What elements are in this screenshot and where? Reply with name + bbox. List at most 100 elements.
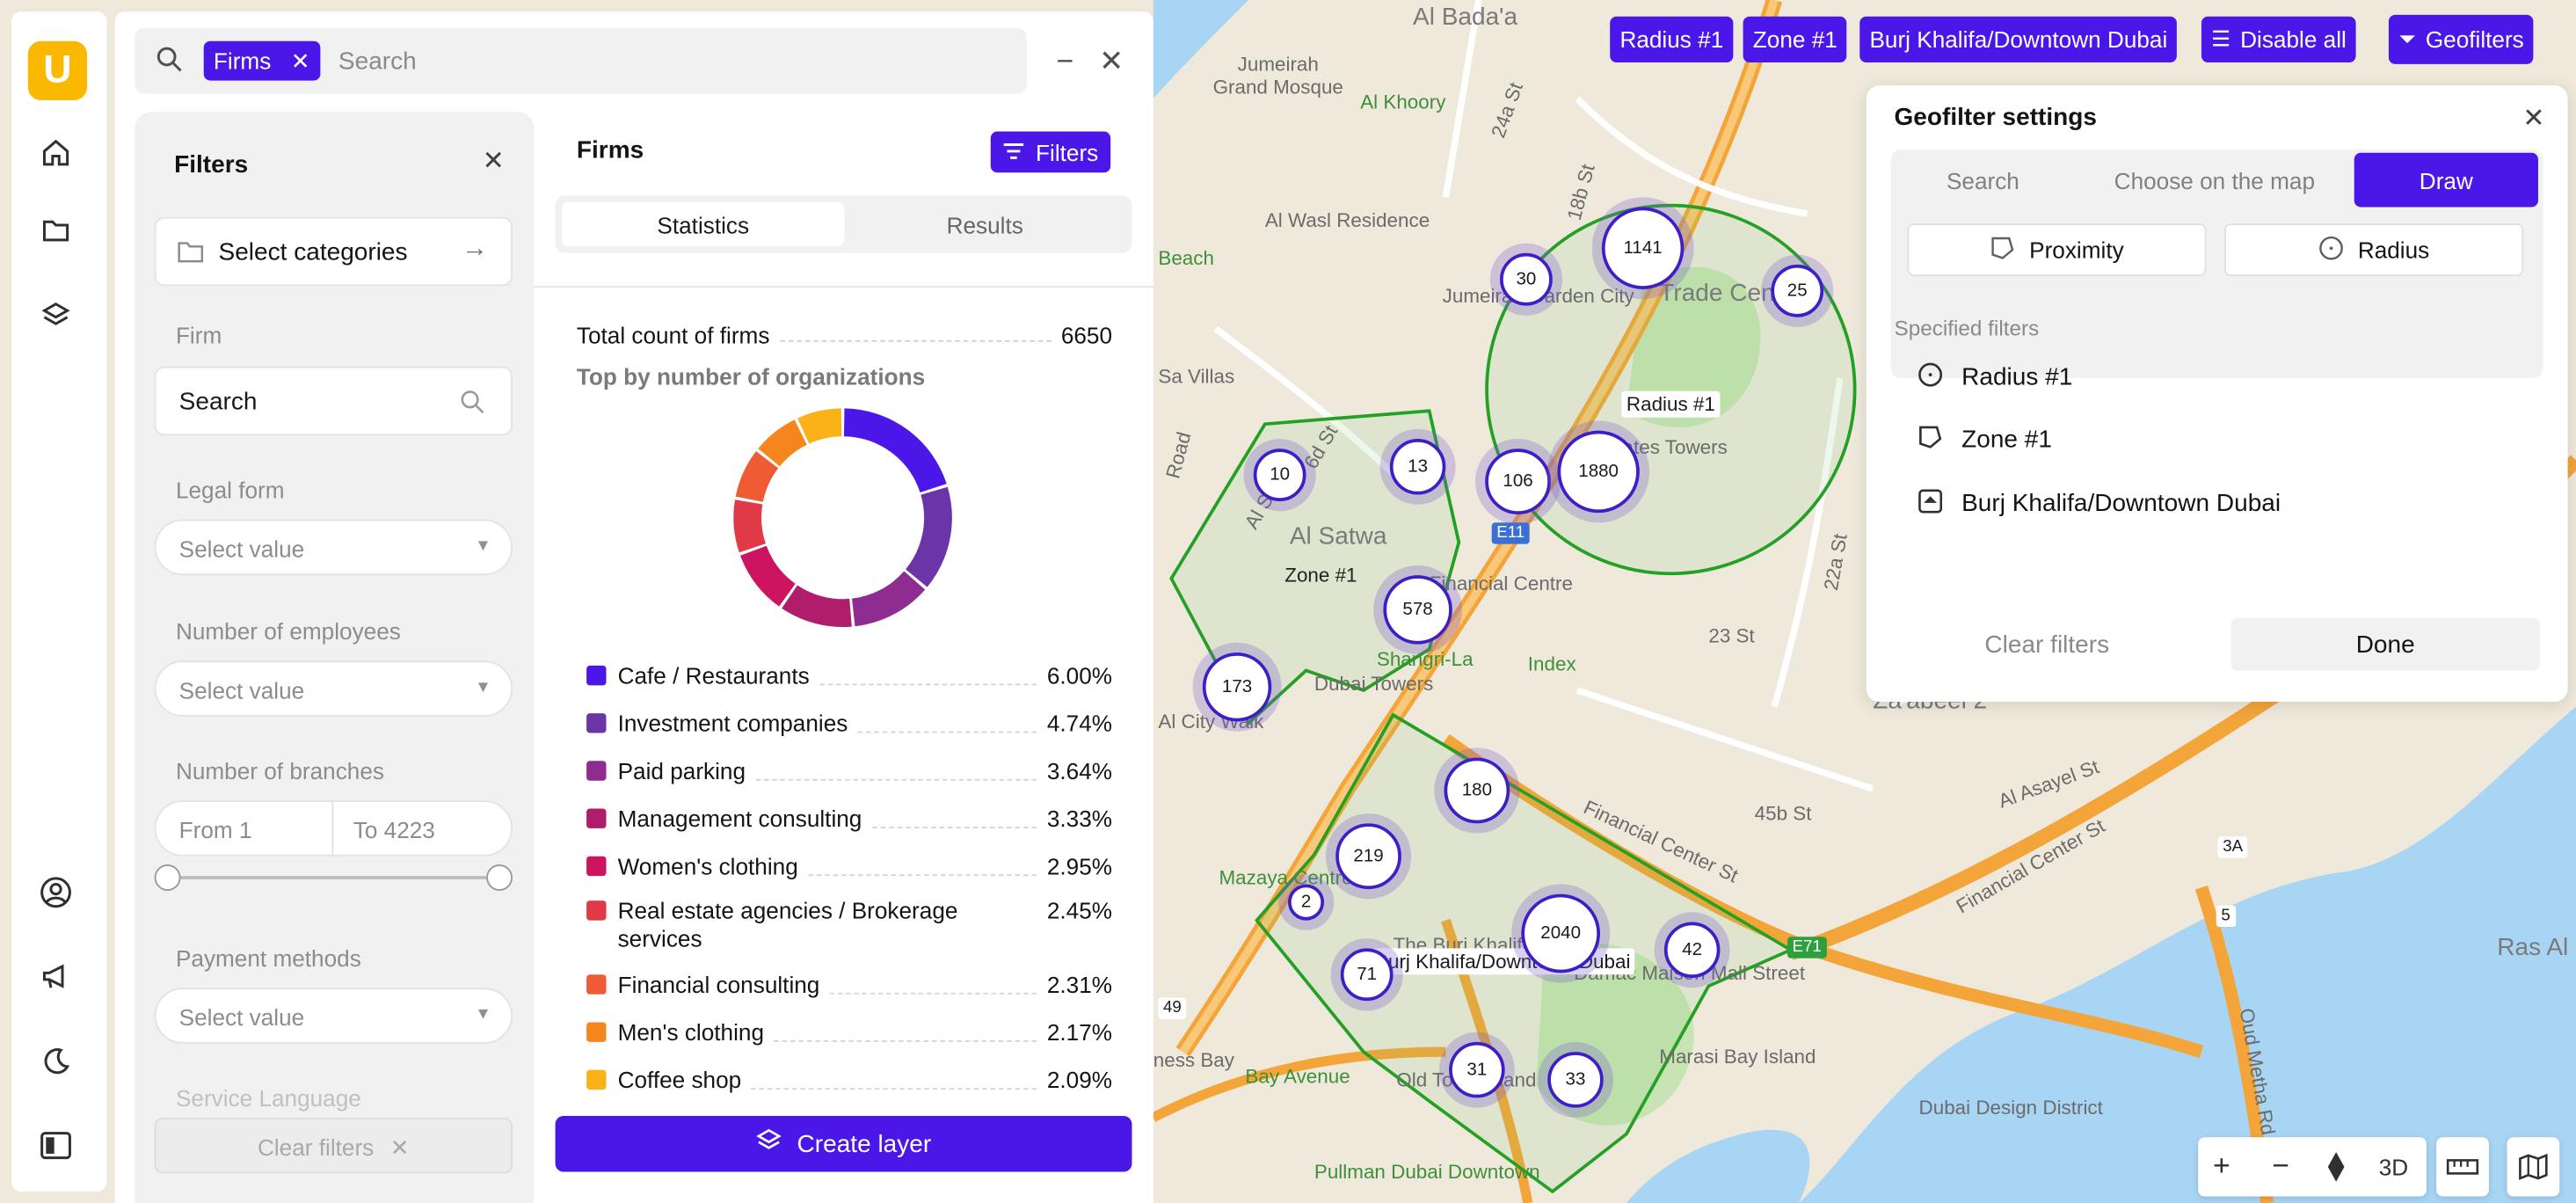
search-bar[interactable]: Firms ✕ Search	[135, 27, 1027, 94]
mode-choose-on-map[interactable]: Choose on the map	[2114, 166, 2316, 193]
map-label: Zone #1	[1284, 564, 1357, 587]
geofilter-modes: Search Choose on the map Draw Proximity …	[1890, 149, 2543, 378]
close-icon[interactable]: ✕	[482, 148, 505, 176]
close-icon[interactable]: ✕	[2522, 105, 2545, 134]
branches-from-input[interactable]: From 1	[178, 816, 252, 843]
proximity-button[interactable]: Proximity	[1907, 223, 2207, 276]
specified-filter-radius[interactable]: Radius #1	[1916, 361, 2072, 393]
donut-chart	[733, 408, 952, 627]
branches-to-input[interactable]: To 4223	[353, 816, 435, 843]
map-label: Sa Villas	[1158, 364, 1235, 389]
slider-handle-max[interactable]	[486, 864, 513, 891]
map-cluster[interactable]: 33	[1547, 1052, 1604, 1108]
total-count-value: 6650	[1060, 322, 1113, 349]
megaphone-icon[interactable]	[36, 957, 76, 996]
tab-results[interactable]: Results	[946, 211, 1023, 238]
map-cluster[interactable]: 30	[1500, 252, 1553, 306]
legend-value: 4.74%	[1046, 710, 1113, 737]
firms-title: Firms	[576, 136, 644, 164]
payment-select[interactable]: Select value ▼	[154, 988, 513, 1044]
filter-lines-icon	[1003, 139, 1026, 165]
mode-search[interactable]: Search	[1946, 166, 2019, 193]
map-label: Beach	[1158, 246, 1214, 270]
firm-search-input[interactable]: Search	[154, 366, 513, 436]
geofilter-chip-zone[interactable]: Zone #1	[1743, 16, 1848, 63]
ruler-icon[interactable]	[2436, 1137, 2489, 1197]
chevron-down-icon: ▼	[475, 1005, 491, 1024]
firms-chip[interactable]: Firms ✕	[203, 40, 320, 81]
map-cluster[interactable]: 10	[1253, 448, 1306, 502]
geofilter-clear-button[interactable]: Clear filters	[1984, 630, 2110, 659]
divider	[534, 286, 1153, 288]
employees-select[interactable]: Select value ▼	[154, 660, 513, 717]
moon-icon[interactable]	[36, 1042, 76, 1082]
geofilter-settings-panel: Geofilter settings ✕ Search Choose on th…	[1866, 85, 2568, 703]
donut-slice	[735, 451, 779, 503]
geofilter-chip-burj[interactable]: Burj Khalifa/Downtown Dubai	[1859, 16, 2178, 63]
branches-slider[interactable]	[167, 876, 497, 879]
radius-button[interactable]: Radius	[2224, 223, 2524, 276]
specified-filter-zone[interactable]: Zone #1	[1916, 424, 2052, 456]
disable-all-button[interactable]: ☰ Disable all	[2201, 16, 2357, 63]
map-view-icon[interactable]	[2507, 1137, 2560, 1197]
legend-leader	[774, 1040, 1037, 1042]
chip-label: Geofilters	[2425, 26, 2524, 53]
close-icon[interactable]: ✕	[1099, 44, 1124, 77]
map-cluster[interactable]: 1880	[1557, 430, 1640, 514]
map-cluster[interactable]: 2040	[1521, 893, 1601, 973]
donut-slice	[905, 486, 952, 587]
left-rail: U	[11, 11, 107, 1192]
map-cluster[interactable]: 578	[1383, 575, 1452, 645]
firm-search-placeholder: Search	[178, 388, 258, 416]
geofilter-done-button[interactable]: Done	[2230, 617, 2540, 671]
donut-slice	[851, 571, 926, 627]
minimize-icon[interactable]: −	[1056, 44, 1074, 77]
map-cluster[interactable]: 71	[1340, 948, 1394, 1002]
user-icon[interactable]	[36, 872, 76, 912]
zoom-in-icon[interactable]: +	[2213, 1148, 2230, 1182]
compass-icon[interactable]	[2326, 1150, 2346, 1192]
close-icon[interactable]: ✕	[290, 47, 310, 74]
map-label: ness Bay	[1153, 1048, 1234, 1072]
specified-filter-district[interactable]: Burj Khalifa/Downtown Dubai	[1916, 488, 2281, 520]
map-cluster[interactable]: 25	[1771, 264, 1824, 317]
legend-leader	[808, 874, 1037, 877]
map-label: Al Wasl Residence	[1264, 208, 1430, 232]
map-cluster[interactable]: 2	[1287, 884, 1325, 921]
chip-label: Zone #1	[1752, 26, 1837, 53]
map-cluster[interactable]: 173	[1202, 652, 1272, 722]
map-cluster[interactable]: 219	[1335, 823, 1401, 890]
folder-icon[interactable]	[36, 210, 76, 250]
view-3d-button[interactable]: 3D	[2378, 1153, 2409, 1180]
geofilter-chip-radius[interactable]: Radius #1	[1610, 16, 1734, 63]
mode-draw[interactable]: Draw	[2354, 152, 2538, 208]
create-layer-button[interactable]: Create layer	[555, 1115, 1132, 1172]
slider-handle-min[interactable]	[154, 864, 181, 891]
home-icon[interactable]	[36, 133, 76, 172]
legal-form-select[interactable]: Select value ▼	[154, 519, 513, 576]
geofilters-button[interactable]: ⏷ Geofilters	[2388, 14, 2534, 64]
legend-value: 2.45%	[1046, 897, 1113, 924]
search-input[interactable]: Search	[338, 47, 417, 76]
panel-toggle-icon[interactable]	[36, 1126, 76, 1165]
legend-swatch	[586, 808, 607, 828]
map-cluster[interactable]: 31	[1449, 1041, 1505, 1098]
filters-button[interactable]: Filters	[990, 131, 1111, 173]
road-shield: E11	[1491, 522, 1530, 544]
tab-statistics[interactable]: Statistics	[562, 201, 845, 247]
layers-icon[interactable]	[36, 295, 76, 335]
legend-leader	[829, 992, 1037, 995]
map-cluster[interactable]: 180	[1444, 757, 1510, 824]
select-categories-button[interactable]: Select categories →	[154, 216, 513, 287]
app-logo[interactable]: U	[27, 40, 88, 101]
zoom-out-icon[interactable]: −	[2272, 1148, 2289, 1182]
map-cluster[interactable]: 1141	[1601, 207, 1685, 289]
map-cluster[interactable]: 13	[1389, 438, 1446, 495]
clear-filters-button[interactable]: Clear filters ✕	[154, 1117, 513, 1174]
map-cluster[interactable]: 42	[1663, 922, 1721, 978]
legend-swatch	[586, 974, 607, 995]
legal-form-label: Legal form	[175, 476, 285, 503]
geofilter-map-label-zone: Burj Khalifa/Downtown Dubai	[1370, 948, 1636, 975]
map-label: Marasi Bay Island	[1659, 1045, 1816, 1068]
map-cluster[interactable]: 106	[1485, 448, 1551, 514]
